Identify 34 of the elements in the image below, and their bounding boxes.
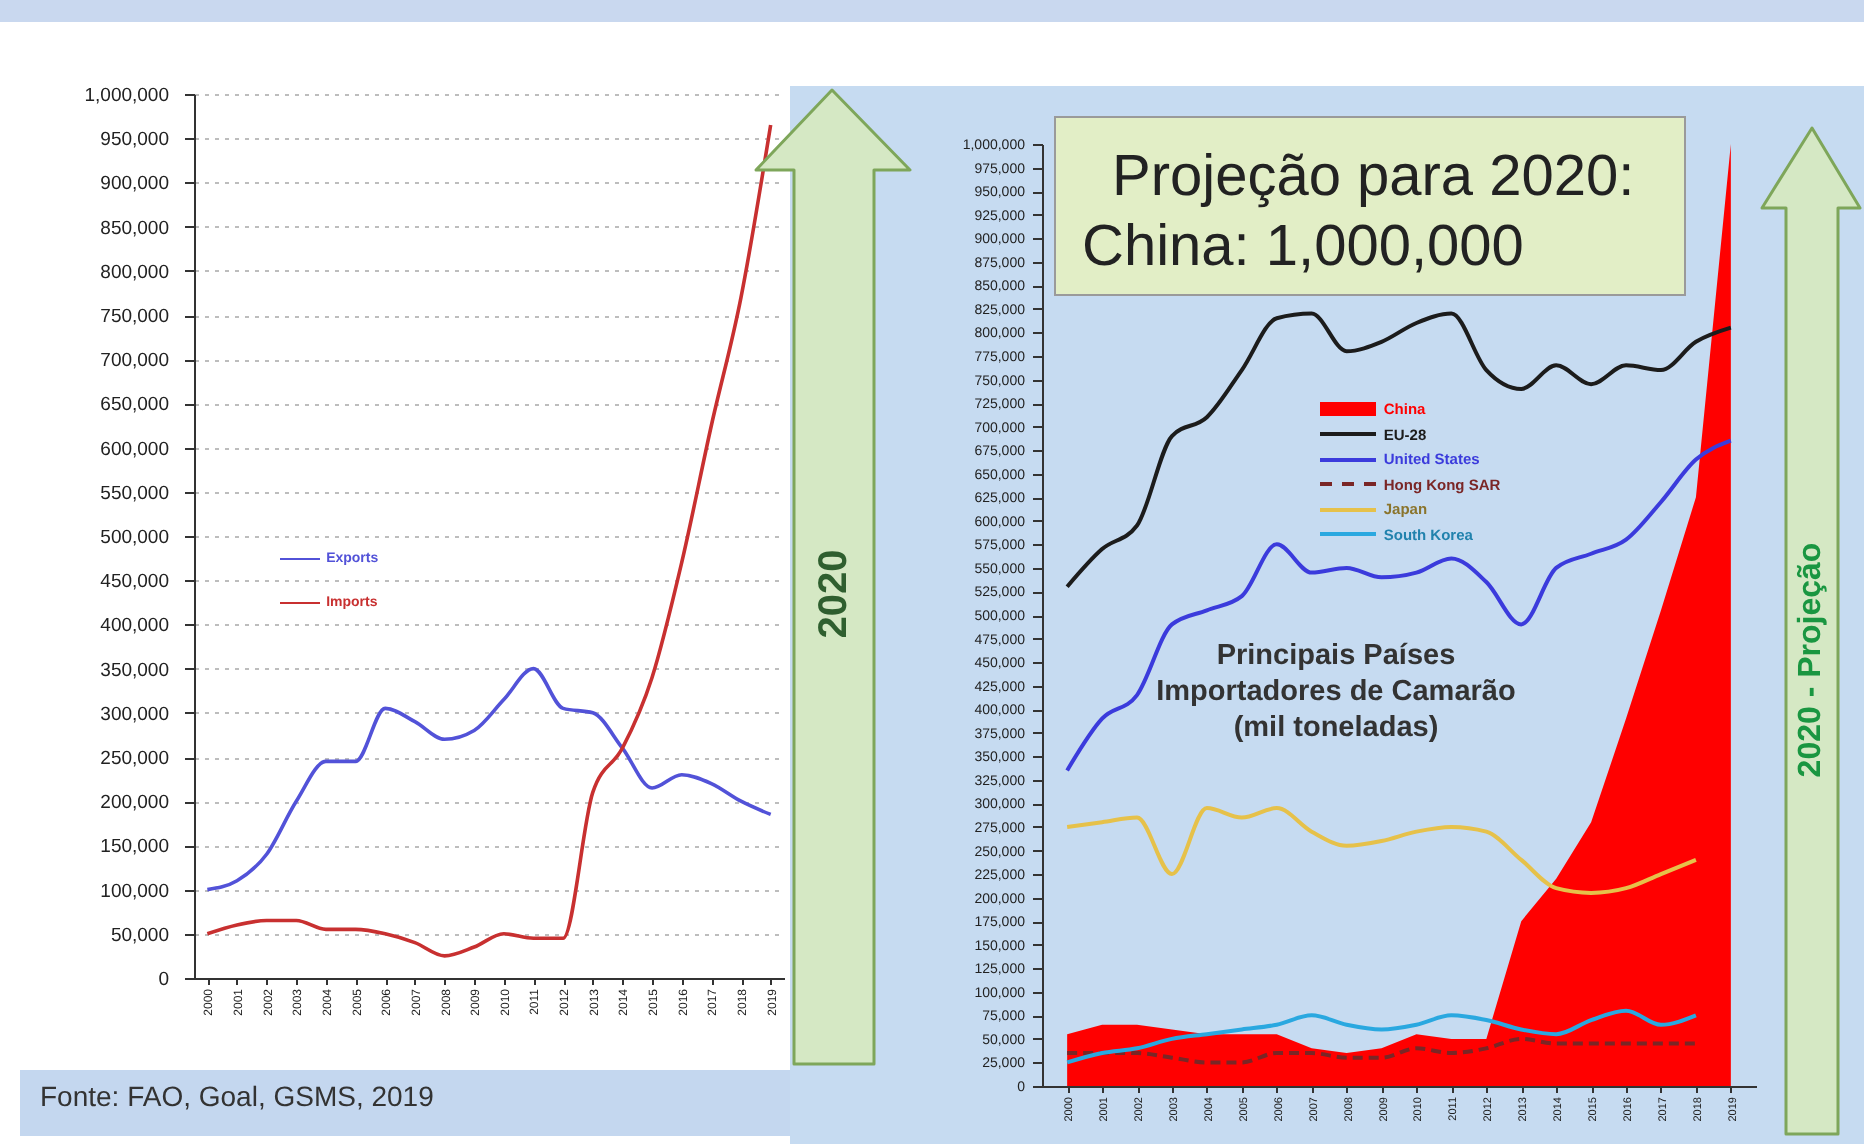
y-tick-label: 700,000 xyxy=(100,350,169,373)
y-tick-label: 600,000 xyxy=(100,438,169,461)
y-tick-label: 800,000 xyxy=(100,261,169,284)
y-tick-label: 400,000 xyxy=(100,615,169,638)
source-note: Fonte: FAO, Goal, GSMS, 2019 xyxy=(40,1080,434,1112)
y-tick-label: 750,000 xyxy=(100,306,169,328)
text: 2020 - Projeção xyxy=(1794,542,1828,778)
y-tick-label: 100,000 xyxy=(100,880,169,903)
y-tick-label: 250,000 xyxy=(100,748,169,770)
line-series xyxy=(1065,438,1733,773)
y-tick-label: 650,000 xyxy=(100,394,169,417)
line-series xyxy=(205,666,773,892)
y-tick-label: 50,000 xyxy=(110,924,169,947)
y-tick-label: 500,000 xyxy=(100,527,169,549)
annotation: Projeção para 2020: xyxy=(1112,145,1635,209)
line-series xyxy=(1065,806,1698,895)
line-series xyxy=(205,123,773,958)
y-tick-label: 350,000 xyxy=(100,659,169,682)
line-series xyxy=(1065,1008,1698,1065)
text: 2020 xyxy=(812,549,856,639)
line-series xyxy=(1065,311,1733,589)
y-tick-label: 150,000 xyxy=(100,836,169,859)
y-tick-label: 550,000 xyxy=(100,482,169,505)
text: Principais Países Importadores de Camarão (mil toneladas) xyxy=(1154,638,1518,746)
line-series xyxy=(1065,1036,1698,1065)
y-tick-label: 950,000 xyxy=(100,129,169,152)
y-tick-label: 450,000 xyxy=(100,571,169,594)
y-tick-label: 900,000 xyxy=(100,173,169,196)
y-tick-label: 850,000 xyxy=(100,217,169,240)
y-tick-label: 200,000 xyxy=(100,792,169,815)
y-tick-label: 300,000 xyxy=(100,703,169,726)
annotation: China: 1,000,000 xyxy=(1082,215,1524,279)
y-tick-label: 1,000,000 xyxy=(84,85,169,107)
y-tick-label: 0 xyxy=(158,969,169,991)
